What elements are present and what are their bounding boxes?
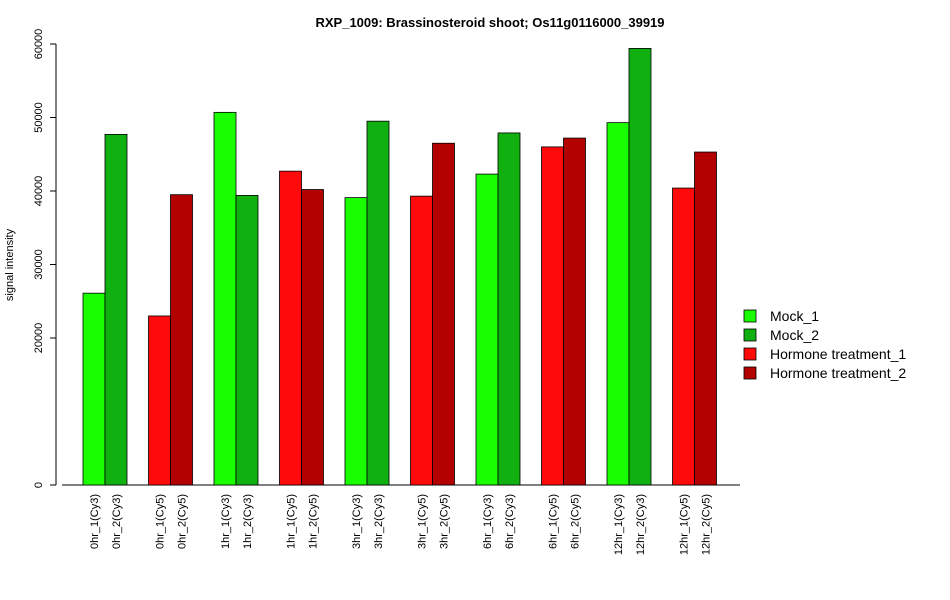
bar	[366, 120, 390, 486]
bar	[563, 137, 586, 486]
x-tick-label: 0hr_1(Cy5)	[155, 494, 167, 549]
bar	[541, 146, 564, 486]
bar	[82, 292, 106, 486]
x-tick-label: 12hr_2(Cy5)	[701, 494, 713, 555]
y-tick-label: 20000	[33, 323, 45, 354]
legend-swatch	[743, 347, 757, 361]
chart-title: RXP_1009: Brassinosteroid shoot; Os11g01…	[315, 15, 664, 30]
x-tick-label: 1hr_1(Cy3)	[220, 494, 232, 549]
bar	[104, 134, 128, 486]
legend-swatch	[743, 328, 757, 342]
bar	[497, 132, 521, 486]
y-tick-label: 0	[33, 482, 45, 488]
bar	[170, 194, 193, 486]
x-tick-label: 6hr_1(Cy5)	[548, 494, 560, 549]
bar	[235, 195, 259, 486]
bar	[301, 189, 324, 486]
bar	[672, 187, 695, 486]
y-axis-label: signal intensity	[4, 228, 16, 301]
x-tick-label: 0hr_1(Cy3)	[89, 494, 101, 549]
y-tick-label: 40000	[33, 176, 45, 207]
bar	[410, 195, 433, 486]
x-tick-label: 6hr_2(Cy3)	[504, 494, 516, 549]
legend: Mock_1 Mock_2 Hormone treatment_1 Hormone t…	[743, 308, 906, 381]
bar	[344, 197, 368, 486]
x-tick-labels: 0hr_1(Cy3) 0hr_2(Cy3) 0hr_1(Cy5) 0hr_2(Cy5)…	[89, 494, 713, 555]
legend-swatch	[743, 309, 757, 323]
legend-label: Mock_2	[770, 327, 819, 343]
y-tick-label: 30000	[33, 249, 45, 280]
x-tick-label: 12hr_1(Cy5)	[679, 494, 691, 555]
y-tick-label: 60000	[33, 29, 45, 60]
x-tick-label: 6hr_1(Cy3)	[482, 494, 494, 549]
x-tick-label: 0hr_2(Cy3)	[111, 494, 123, 549]
x-tick-label: 12hr_1(Cy3)	[613, 494, 625, 555]
legend-swatch	[743, 366, 757, 380]
x-tick-label: 3hr_1(Cy5)	[417, 494, 429, 549]
x-tick-label: 3hr_2(Cy3)	[373, 494, 385, 549]
bar	[606, 122, 630, 486]
legend-label: Hormone treatment_2	[770, 365, 906, 381]
bar	[148, 315, 171, 486]
x-tick-label: 12hr_2(Cy3)	[635, 494, 647, 555]
bar	[213, 111, 237, 486]
x-tick-label: 3hr_1(Cy3)	[351, 494, 363, 549]
x-tick-label: 6hr_2(Cy5)	[570, 494, 582, 549]
y-tick-label: 50000	[33, 102, 45, 133]
bar	[432, 142, 455, 486]
x-tick-label: 1hr_1(Cy5)	[286, 494, 298, 549]
bar	[475, 173, 499, 486]
bar	[694, 151, 717, 486]
legend-label: Hormone treatment_1	[770, 346, 906, 362]
bars	[82, 48, 717, 486]
x-tick-label: 0hr_2(Cy5)	[177, 494, 189, 549]
bar	[628, 48, 652, 486]
x-tick-label: 3hr_2(Cy5)	[439, 494, 451, 549]
x-tick-label: 1hr_2(Cy5)	[308, 494, 320, 549]
bar	[279, 170, 302, 486]
legend-label: Mock_1	[770, 308, 819, 324]
x-tick-label: 1hr_2(Cy3)	[242, 494, 254, 549]
